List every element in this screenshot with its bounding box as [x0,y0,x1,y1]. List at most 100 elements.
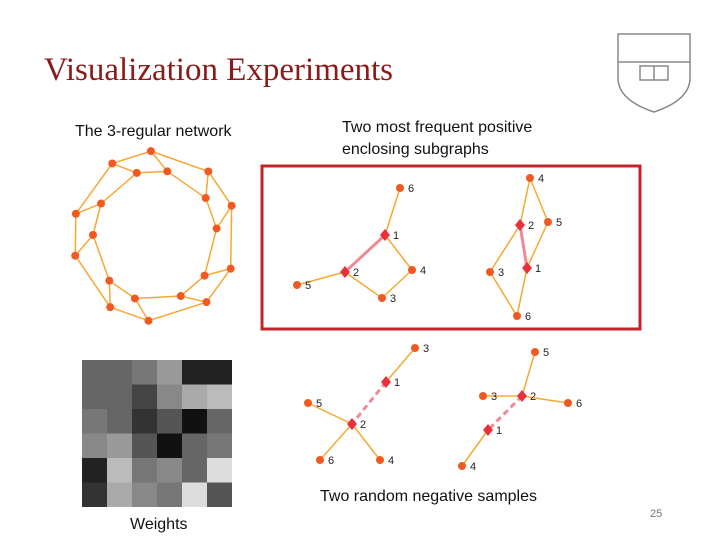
heat-cell [157,433,182,458]
edge [204,171,210,199]
edge [203,228,218,276]
edge [108,280,111,308]
edge [74,234,94,257]
node [204,167,213,176]
edge [344,271,383,299]
node [408,266,416,274]
node [564,399,572,407]
node [486,268,494,276]
node-label: 5 [556,217,562,229]
edge [215,205,233,229]
negative-caption: Two random negative samples [320,488,537,505]
weights-heatmap [82,360,232,507]
edge [74,255,111,308]
node-label: 3 [390,293,396,305]
heat-cell [157,458,182,483]
node [201,194,210,203]
node-label: 4 [388,455,394,467]
edge [109,306,149,322]
edge [521,395,569,404]
heat-cell [207,458,232,483]
node-label: 2 [353,267,359,279]
node [200,271,209,280]
node-label: 4 [470,461,476,473]
heat-cell [207,482,232,507]
target-node [347,418,357,430]
node-label: 5 [305,280,311,292]
node [212,224,221,233]
edge [518,224,529,269]
page-number: 25 [650,508,663,520]
target-node [522,262,532,274]
edge [136,170,168,174]
node [544,218,552,226]
node-label: 2 [528,220,534,232]
edge [205,268,232,303]
edge [385,347,416,383]
node-label: 6 [525,311,531,323]
node [71,209,80,218]
node [396,184,404,192]
edge [461,429,489,467]
node-label: 3 [423,343,429,355]
weights-caption: Weights [130,516,188,533]
edge [486,394,524,432]
node-label: 1 [394,377,400,389]
node [227,201,236,210]
edge [134,298,150,322]
edge [134,295,181,300]
heat-cell [132,409,157,434]
edge [384,187,401,236]
edge [108,280,136,300]
node-label: 5 [316,398,322,410]
edge [526,221,549,269]
positive-caption: Two most frequent positive enclosing sub… [342,119,533,158]
node-label: 6 [408,183,414,195]
heat-cell [207,409,232,434]
node-label: 2 [530,391,536,403]
network-caption: The 3-regular network [75,123,232,140]
heat-cell [82,384,107,409]
heat-cell [132,384,157,409]
node [144,316,153,325]
edge [92,234,111,281]
node-label: 1 [535,263,541,275]
heat-cell [182,409,207,434]
node-label: 5 [543,347,549,359]
node [304,399,312,407]
edge [351,423,381,461]
heat-cell [82,433,107,458]
heat-cell [182,433,207,458]
node [378,294,386,302]
heat-cell [182,360,207,385]
heat-cell [132,458,157,483]
edge [150,150,209,173]
edge [381,269,413,299]
edge [529,177,549,223]
node [130,294,139,303]
node [106,303,115,312]
heat-cell [207,433,232,458]
node-label: 3 [498,267,504,279]
node [411,344,419,352]
edge [204,267,231,277]
node [108,159,117,168]
heat-cell [107,458,132,483]
node [531,348,539,356]
edge [148,301,207,322]
node [132,168,141,177]
edge [229,205,233,269]
heat-cell [157,360,182,385]
node-label: 1 [496,425,502,437]
heat-cell [157,409,182,434]
heat-cell [207,360,232,385]
node [89,230,98,239]
target-node [517,390,527,402]
node [163,167,172,176]
node [316,456,324,464]
node [71,251,80,260]
heat-cell [157,482,182,507]
heat-cell [182,458,207,483]
